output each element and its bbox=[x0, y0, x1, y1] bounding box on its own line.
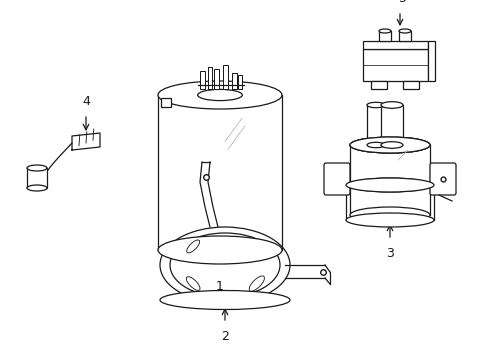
Ellipse shape bbox=[350, 137, 430, 153]
Bar bbox=[158, 95, 282, 250]
Ellipse shape bbox=[187, 240, 199, 253]
Ellipse shape bbox=[381, 142, 403, 148]
Ellipse shape bbox=[399, 29, 411, 33]
Bar bbox=[350, 145, 430, 215]
Ellipse shape bbox=[381, 102, 403, 108]
Bar bbox=[399, 31, 411, 41]
Text: 3: 3 bbox=[386, 247, 394, 260]
Bar bbox=[222, 66, 227, 89]
Text: 2: 2 bbox=[221, 330, 229, 343]
Bar bbox=[199, 71, 204, 89]
Bar bbox=[363, 49, 427, 81]
Text: 1: 1 bbox=[216, 280, 224, 293]
Bar bbox=[208, 67, 212, 89]
Ellipse shape bbox=[197, 89, 243, 100]
Bar bbox=[238, 75, 242, 89]
Ellipse shape bbox=[350, 137, 430, 153]
Ellipse shape bbox=[367, 142, 385, 148]
Ellipse shape bbox=[158, 81, 282, 109]
Bar bbox=[231, 73, 237, 89]
Bar bbox=[367, 105, 385, 145]
Text: 4: 4 bbox=[82, 95, 90, 108]
Ellipse shape bbox=[249, 276, 265, 291]
Bar bbox=[214, 69, 219, 89]
Ellipse shape bbox=[350, 178, 430, 192]
FancyBboxPatch shape bbox=[324, 163, 350, 195]
Bar bbox=[27, 168, 47, 188]
Bar bbox=[381, 105, 403, 145]
Ellipse shape bbox=[346, 178, 434, 192]
Ellipse shape bbox=[379, 29, 391, 33]
Ellipse shape bbox=[170, 233, 280, 297]
Ellipse shape bbox=[367, 102, 385, 108]
Ellipse shape bbox=[350, 207, 430, 223]
Bar bbox=[403, 81, 419, 89]
Bar bbox=[371, 81, 387, 89]
Ellipse shape bbox=[158, 236, 282, 264]
FancyBboxPatch shape bbox=[430, 163, 456, 195]
Ellipse shape bbox=[27, 185, 47, 191]
Ellipse shape bbox=[186, 277, 200, 291]
Bar bbox=[161, 98, 171, 107]
Ellipse shape bbox=[346, 213, 434, 227]
Text: 5: 5 bbox=[399, 0, 407, 5]
Bar bbox=[427, 41, 435, 81]
Ellipse shape bbox=[350, 137, 430, 153]
Bar bbox=[346, 185, 434, 220]
Bar bbox=[363, 41, 427, 49]
Ellipse shape bbox=[160, 291, 290, 310]
Bar bbox=[379, 31, 391, 41]
Ellipse shape bbox=[27, 165, 47, 171]
